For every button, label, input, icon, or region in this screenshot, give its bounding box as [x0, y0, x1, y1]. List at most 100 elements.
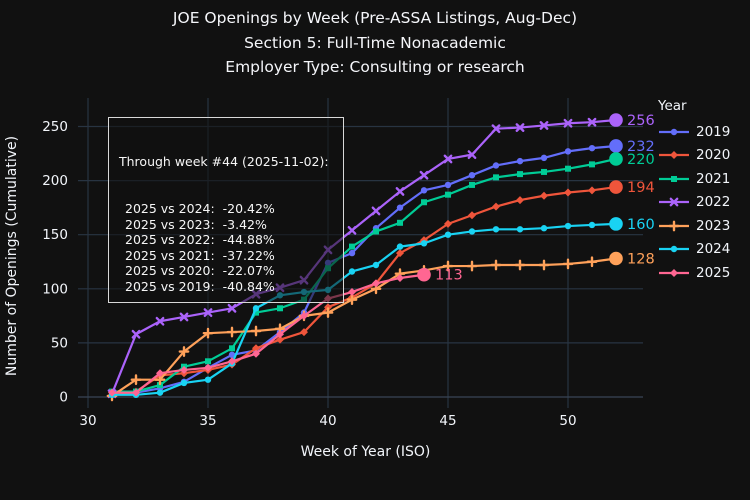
marker-2024 [348, 268, 356, 275]
legend-item-2021[interactable]: 2021 [658, 167, 750, 191]
end-label-2021: 220 [627, 152, 655, 168]
legend-label: 2022 [696, 194, 731, 211]
marker-2025 [372, 279, 380, 288]
legend-label: 2024 [696, 241, 731, 258]
legend-label: 2025 [696, 264, 731, 281]
marker-2022 [155, 316, 165, 326]
chart-title-line1: JOE Openings by Week (Pre-ASSA Listings,… [172, 9, 578, 27]
marker-2020 [396, 249, 404, 258]
marker-2021 [565, 165, 571, 172]
marker-2022 [131, 329, 141, 339]
legend-item-2022[interactable]: 2022 [658, 191, 750, 215]
series-line-2024 [112, 222, 617, 396]
marker-2025 [132, 388, 140, 397]
legend-item-2024[interactable]: 2024 [658, 238, 750, 262]
y-tick-label: 100 [42, 281, 68, 297]
annotation-line: 2025 vs 2022: -44.88% [125, 232, 275, 248]
marker-2020 [564, 188, 572, 197]
marker-2019 [540, 154, 548, 162]
legend-marker-2022 [659, 197, 689, 207]
marker-2021 [493, 174, 499, 181]
marker-2024 [156, 389, 164, 396]
x-tick-label: 40 [319, 413, 336, 429]
end-label-2022: 256 [627, 113, 655, 129]
series-line-2025 [112, 273, 425, 394]
y-tick-label: 200 [42, 173, 68, 189]
y-tick-label: 250 [42, 119, 68, 135]
marker-2023 [490, 259, 502, 271]
x-axis-title: Week of Year (ISO) [300, 444, 431, 460]
marker-2021 [373, 228, 379, 235]
end-label-2019: 232 [627, 139, 655, 155]
y-tick-label: 150 [42, 227, 68, 243]
legend-item-2025[interactable]: 2025 [658, 261, 750, 285]
annotation-header: Through week #44 (2025-11-02): [119, 154, 329, 170]
marker-2022 [515, 123, 525, 132]
series-line-2022 [110, 118, 617, 395]
series-line-2020 [111, 186, 617, 396]
legend-item-2023[interactable]: 2023 [658, 214, 750, 238]
marker-2019 [228, 351, 236, 359]
legend-glyph-2019 [670, 128, 678, 135]
marker-2020 [540, 191, 548, 200]
marker-2024 [204, 376, 212, 383]
marker-2022 [467, 150, 477, 160]
legend-marker-2024 [659, 246, 689, 253]
legend-label: 2020 [696, 147, 731, 164]
legend-glyph-2024 [670, 246, 678, 253]
annotation-line: 2025 vs 2023: -3.42% [125, 216, 267, 232]
marker-2021 [589, 161, 595, 168]
marker-2021 [517, 171, 523, 178]
marker-2024 [420, 240, 428, 247]
legend-label: 2021 [696, 170, 731, 187]
end-dot-2023 [609, 251, 623, 266]
marker-2023 [586, 256, 598, 268]
x-tick-label: 45 [439, 413, 456, 429]
legend-marker-2021 [659, 175, 689, 182]
end-dot-2019 [609, 139, 623, 153]
marker-2021 [445, 191, 451, 198]
marker-2023 [226, 326, 238, 338]
marker-2025 [252, 349, 260, 358]
marker-2024 [588, 221, 596, 229]
marker-2024 [372, 261, 380, 269]
marker-2021 [397, 219, 403, 226]
marker-2023 [466, 260, 478, 272]
marker-2020 [588, 186, 596, 195]
marker-2024 [180, 379, 188, 387]
marker-2023 [442, 260, 454, 272]
marker-2021 [421, 199, 427, 206]
legend-label: 2023 [696, 217, 731, 234]
annotation-line: 2025 vs 2019: -40.84% [125, 278, 275, 294]
marker-2019 [468, 171, 476, 179]
end-dot-2022 [609, 113, 623, 127]
series-line-2023 [111, 257, 617, 397]
marker-2025 [108, 388, 116, 397]
marker-2021 [253, 309, 259, 316]
marker-2025 [348, 288, 356, 297]
marker-2023 [178, 346, 190, 357]
annotation-line: 2025 vs 2020: -22.07% [125, 263, 275, 279]
series-line-2019 [111, 144, 617, 396]
marker-2021 [469, 181, 475, 188]
legend: Year 2019 2020 2021 2022 2023 2024 2025 [658, 98, 750, 285]
legend-marker-2019 [659, 128, 689, 135]
y-tick-label: 0 [59, 390, 68, 406]
legend-glyph-2021 [671, 175, 677, 182]
marker-2019 [444, 181, 452, 189]
legend-glyph-2020 [670, 151, 678, 160]
end-dot-2025 [417, 267, 431, 282]
legend-title: Year [658, 98, 687, 114]
end-dot-2024 [609, 217, 623, 231]
marker-2023 [202, 327, 214, 339]
marker-2025 [396, 273, 404, 282]
marker-2023 [130, 374, 142, 386]
annotation-line: 2025 vs 2021: -37.22% [125, 247, 275, 263]
marker-2024 [252, 305, 260, 312]
end-label-2025: 113 [435, 268, 463, 284]
marker-2021 [349, 243, 355, 250]
marker-2025 [276, 330, 284, 339]
legend-item-2019[interactable]: 2019 [658, 120, 750, 144]
legend-marker-2020 [659, 151, 689, 160]
legend-item-2020[interactable]: 2020 [658, 144, 750, 168]
